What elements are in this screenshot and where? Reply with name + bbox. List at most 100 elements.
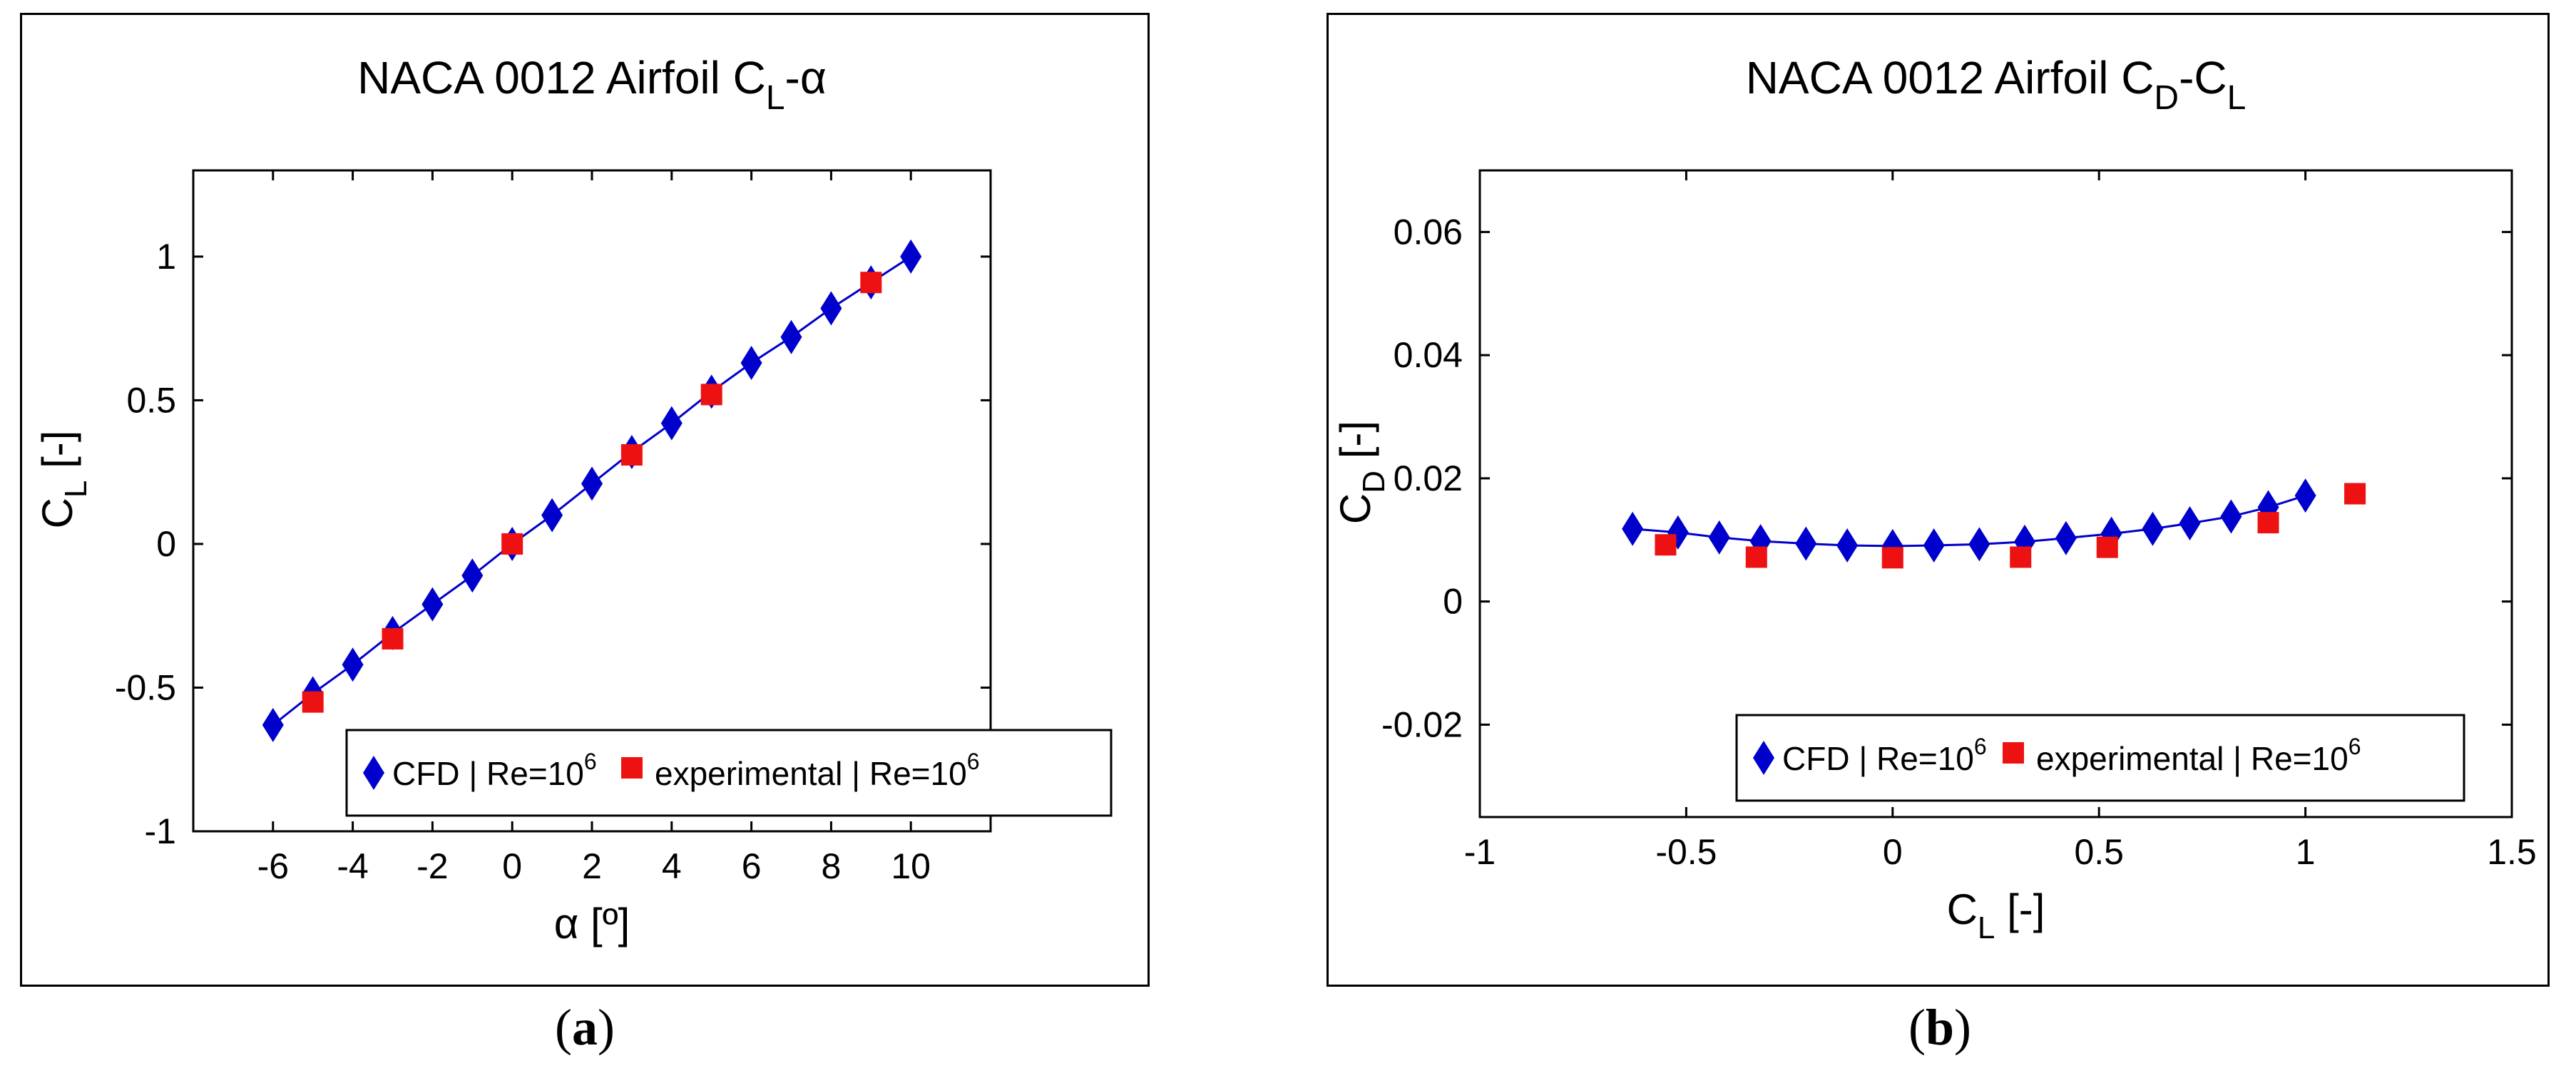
x-tick-label: -0.5 [1655, 832, 1717, 872]
experimental-point [860, 272, 882, 294]
y-label-tail: [-] [1332, 421, 1379, 471]
legend-exp-text: experimental | Re=10 [2036, 740, 2348, 777]
legend-cfd-label: CFD | Re=106 [1782, 734, 1987, 777]
legend: CFD | Re=106 experimental | Re=106 [345, 729, 1113, 817]
x-tick-label: 0 [502, 846, 522, 886]
x-tick-label: 2 [582, 846, 602, 886]
title-main: NACA 0012 Airfoil C [1746, 52, 2155, 103]
legend-box [1735, 714, 2465, 802]
experimental-point [501, 533, 523, 555]
cfd-point [900, 239, 922, 274]
y-label-main: C [34, 498, 81, 528]
legend-exp-label: experimental | Re=106 [2036, 734, 2361, 777]
cfd-point [2294, 478, 2316, 513]
cfd-point [342, 647, 364, 682]
title-tail: -α [785, 52, 827, 103]
cfd-point [2220, 499, 2242, 534]
cfd-point [2179, 505, 2201, 540]
experimental-point [2096, 536, 2118, 558]
experimental-point [2344, 483, 2366, 505]
experimental-point [620, 444, 643, 466]
legend-cfd-sup: 6 [1974, 734, 1987, 759]
cfd-point [740, 346, 762, 381]
x-label-main: α [º] [554, 900, 630, 948]
cfd-point [1836, 528, 1859, 563]
x-tick-label: 1.5 [2487, 832, 2537, 872]
legend-exp-label: experimental | Re=106 [655, 749, 980, 792]
y-tick-label: 0 [156, 524, 176, 564]
x-tick-label: -1 [1464, 832, 1496, 872]
y-label-sub: D [1356, 471, 1391, 493]
x-tick-label: 6 [742, 846, 762, 886]
y-tick-label: -0.5 [115, 667, 176, 707]
title-sub: D [2154, 79, 2179, 117]
legend-box [345, 729, 1113, 817]
cfd-point [421, 587, 444, 622]
legend-exp-sup: 6 [2348, 734, 2361, 759]
y-tick-label: 0.04 [1394, 335, 1463, 375]
legend-cfd-label: CFD | Re=106 [392, 749, 597, 792]
y-tick-label: 0.06 [1394, 212, 1463, 252]
cfd-point [1795, 526, 1817, 561]
cfd-point [581, 466, 603, 501]
x-tick-label: 8 [821, 846, 841, 886]
x-label-sub: L [1978, 910, 1995, 945]
x-tick-label: 4 [662, 846, 682, 886]
cfd-point [2142, 511, 2164, 546]
chart-a-svg: -6 -4 -2 0 2 4 6 8 10 -1 -0.5 0 0.5 1 NACA 0012 Airfoi… [34, 52, 1113, 948]
x-label-tail: [-] [1995, 885, 2045, 933]
title-main: NACA 0012 Airfoil C [357, 52, 766, 103]
y-tick-label: -1 [145, 811, 176, 851]
y-tick-label: 0.02 [1394, 458, 1463, 498]
legend-cfd-marker [363, 756, 384, 790]
cfd-point [1667, 515, 1689, 550]
x-tick-label: 1 [2296, 832, 2316, 872]
title-sub: L [766, 79, 785, 117]
title-mid: -C [2179, 52, 2227, 103]
x-tick-label: -2 [416, 846, 448, 886]
y-tick-label: 0.5 [126, 380, 176, 420]
chart-title: NACA 0012 Airfoil CD-CL [1746, 52, 2247, 117]
legend-cfd-text: CFD | Re=10 [1782, 740, 1974, 777]
cfd-point [262, 707, 284, 742]
experimental-point [382, 627, 404, 649]
experimental-point [1655, 534, 1677, 556]
cfd-point [780, 319, 802, 354]
y-label-main: C [1332, 493, 1379, 524]
cfd-point [1622, 511, 1644, 546]
x-tick-label: -4 [337, 846, 368, 886]
cfd-point [660, 406, 683, 441]
legend-exp-sup: 6 [967, 749, 980, 774]
legend-cfd-marker [1753, 741, 1774, 775]
legend-cfd-sup: 6 [584, 749, 597, 774]
chart-panel-a: -6 -4 -2 0 2 4 6 8 10 -1 -0.5 0 0.5 1 NACA 0012 Airfoi… [20, 13, 1150, 987]
legend: CFD | Re=106 experimental | Re=106 [1735, 714, 2465, 802]
y-axis-label: CL [-] [34, 431, 93, 529]
x-tick-label: 0.5 [2074, 832, 2124, 872]
experimental-point [1745, 546, 1767, 568]
legend-exp-text: experimental | Re=10 [655, 755, 967, 792]
x-axis-label: CL [-] [1947, 885, 2045, 945]
plot-area [192, 169, 992, 833]
y-axis-label: CD [-] [1332, 421, 1391, 524]
experimental-point [1881, 547, 1903, 569]
cfd-point [541, 498, 563, 533]
chart-panel-b: -1 -0.5 0 0.5 1 1.5 -0.02 0 0.02 0.04 0.06 NACA 001… [1327, 13, 2550, 987]
x-axis-label: α [º] [554, 900, 630, 948]
experimental-point [700, 384, 722, 406]
experimental-point [302, 691, 324, 713]
legend-cfd-text: CFD | Re=10 [392, 755, 584, 792]
cfd-point [1923, 528, 1945, 563]
experimental-point [2257, 512, 2279, 534]
x-tick-label: 0 [1883, 832, 1903, 872]
plot-area [1478, 169, 2513, 818]
experimental-point [2010, 546, 2032, 568]
cfd-point [1968, 527, 1990, 562]
x-label-main: C [1947, 885, 1978, 933]
legend-exp-marker [621, 757, 643, 779]
y-tick-label: 0 [1443, 582, 1463, 622]
x-tick-label: -6 [257, 846, 289, 886]
cfd-point [1708, 520, 1730, 555]
caption-a: (a) [555, 999, 615, 1056]
cfd-point [461, 558, 484, 593]
